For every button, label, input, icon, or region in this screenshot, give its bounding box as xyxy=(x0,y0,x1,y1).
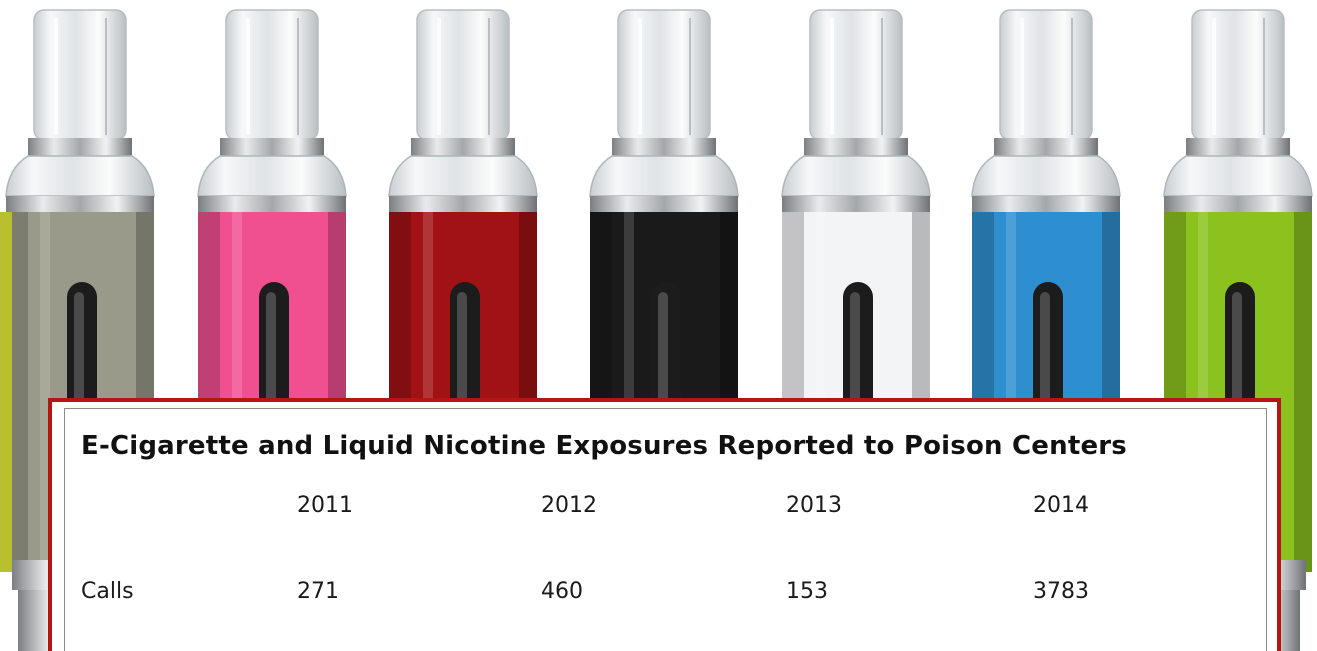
column-header-2013: 2013 xyxy=(786,493,842,518)
column-header-2012: 2012 xyxy=(541,493,597,518)
calls-value-2014: 3783 xyxy=(1033,579,1089,604)
calls-value-2012: 460 xyxy=(541,579,583,604)
calls-value-2013: 153 xyxy=(786,579,828,604)
column-header-2014: 2014 xyxy=(1033,493,1089,518)
column-header-2011: 2011 xyxy=(297,493,353,518)
data-table-panel: E-Cigarette and Liquid Nicotine Exposure… xyxy=(48,398,1281,651)
table-title: E-Cigarette and Liquid Nicotine Exposure… xyxy=(81,431,1127,461)
row-label-calls: Calls xyxy=(81,579,134,604)
data-table: E-Cigarette and Liquid Nicotine Exposure… xyxy=(64,408,1267,651)
calls-value-2011: 271 xyxy=(297,579,339,604)
